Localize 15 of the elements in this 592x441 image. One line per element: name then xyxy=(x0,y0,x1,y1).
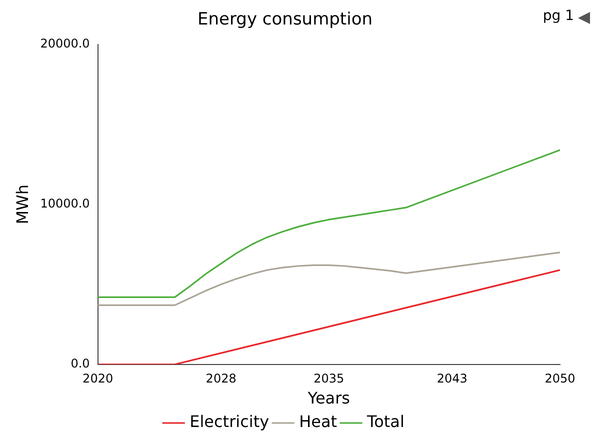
text: pg 1 xyxy=(542,8,574,24)
y-axis-title: MWh xyxy=(12,184,32,224)
x-tick-label: 2050 xyxy=(544,372,576,386)
legend-label: Electricity xyxy=(190,412,270,432)
y-tick-label: 0.0 xyxy=(70,356,90,371)
y-tick-label: 20000.0 xyxy=(40,36,90,51)
legend-label: Total xyxy=(366,412,404,432)
x-tick-label: 2020 xyxy=(82,372,114,386)
x-tick-label: 2028 xyxy=(206,372,236,386)
y-tick-label: 10000.0 xyxy=(40,196,90,211)
chart-title: Energy consumption xyxy=(198,10,372,30)
x-tick-label: 2035 xyxy=(314,372,344,386)
x-tick-label: 2043 xyxy=(436,372,468,386)
legend-label: Heat xyxy=(299,412,338,432)
x-axis-title: Years xyxy=(306,388,350,408)
